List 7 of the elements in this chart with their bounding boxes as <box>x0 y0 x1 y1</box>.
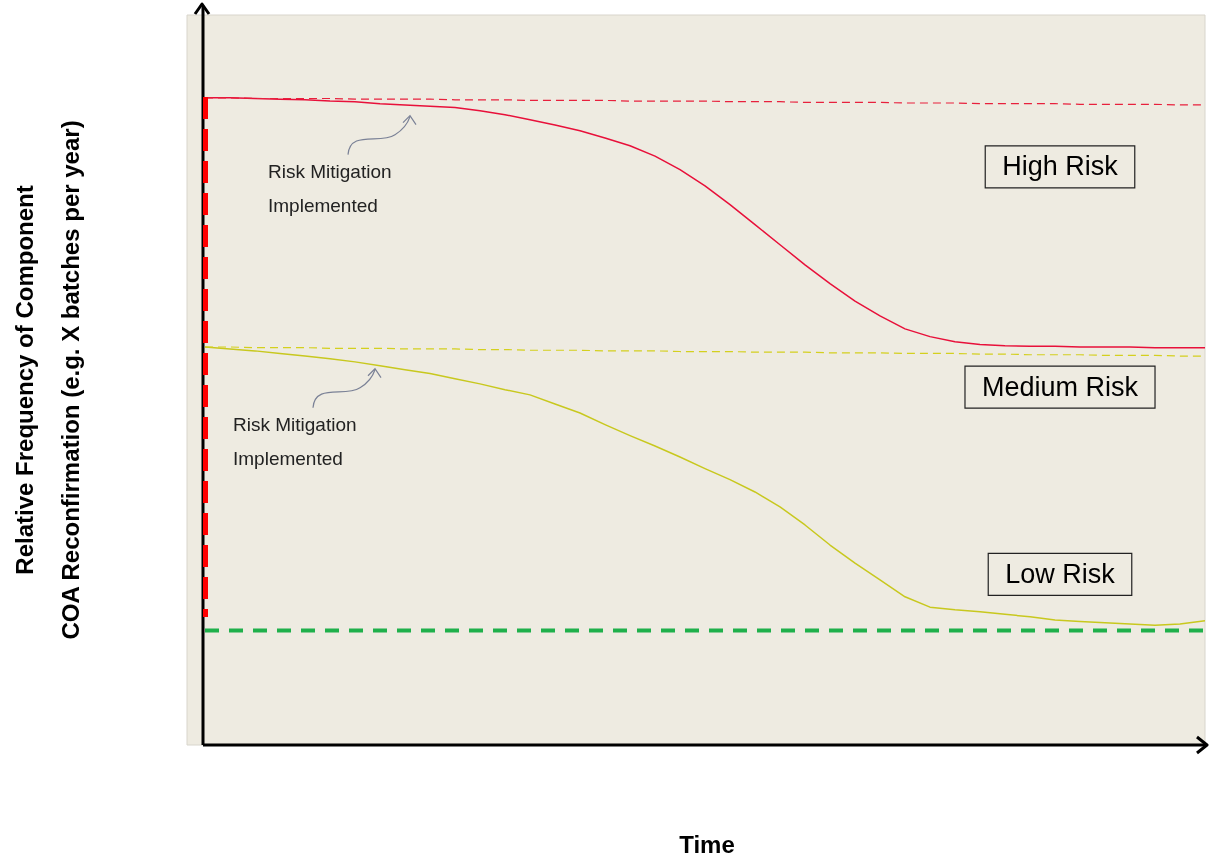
y-axis-title: Relative Frequency of Component COA Reconfirmation (e.g. X batches per year) <box>10 120 84 640</box>
x-axis-title: Time <box>679 830 735 858</box>
annotation: Risk Mitigation Implemented <box>233 413 357 469</box>
series-label: Low Risk <box>1005 558 1116 589</box>
series-label: Medium Risk <box>981 371 1139 402</box>
annotation: Risk Mitigation Implemented <box>268 160 392 216</box>
series-label: High Risk <box>1002 151 1119 182</box>
